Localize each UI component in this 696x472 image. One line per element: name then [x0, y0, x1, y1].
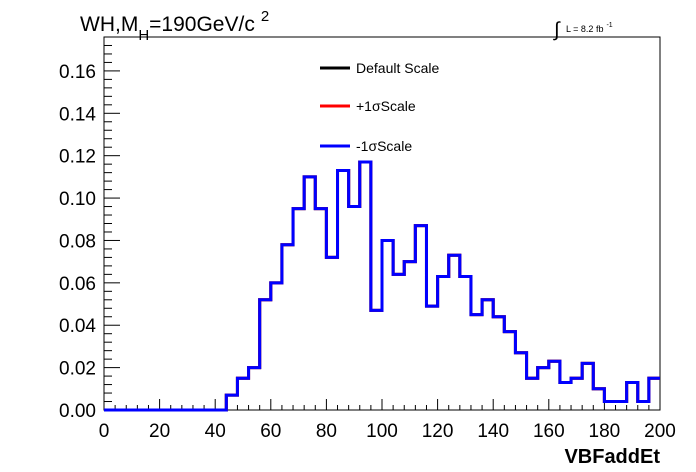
legend-label: Default Scale	[356, 60, 439, 76]
x-tick-label: 200	[644, 421, 676, 442]
y-tick-label: 0.14	[59, 104, 96, 125]
luminosity-superscript: -1	[606, 22, 612, 29]
x-axis-label: VBFaddEt	[564, 446, 660, 468]
chart-title: WH,MH=190GeV/c 2	[80, 8, 269, 44]
y-tick-label: 0.00	[59, 401, 96, 422]
chart-title-superscript: 2	[261, 8, 269, 25]
x-tick-label: 60	[260, 421, 281, 442]
x-axis: 0 20 40 60 80 100 120 140 160 180 200	[99, 399, 676, 442]
y-tick-label: 0.02	[59, 359, 96, 380]
integral-sign: ∫	[553, 19, 561, 41]
histogram-series-line	[104, 160, 660, 412]
luminosity-text: L = 8.2 fb	[566, 24, 603, 34]
y-tick-label: 0.16	[59, 62, 96, 83]
y-tick-label: 0.10	[59, 189, 96, 210]
x-tick-label: 160	[533, 421, 565, 442]
legend: Default Scale +1σScale -1σScale	[320, 60, 439, 154]
y-axis: 0.00 0.02 0.04 0.06 0.08 0.10 0.12 0.14 0.16	[59, 36, 120, 422]
chart-title-subscript: H	[138, 27, 149, 44]
legend-label: -1σScale	[356, 138, 412, 154]
x-tick-label: 20	[149, 421, 170, 442]
x-tick-label: 180	[589, 421, 621, 442]
x-tick-label: 140	[477, 421, 509, 442]
luminosity-label: L = 8.2 fb -1	[566, 22, 613, 34]
y-tick-label: 0.08	[59, 231, 96, 252]
x-tick-label: 80	[316, 421, 337, 442]
plot-frame	[103, 36, 661, 411]
chart-title-equation: =190GeV/c	[149, 13, 255, 36]
x-tick-label: 40	[205, 421, 226, 442]
legend-label: +1σScale	[356, 98, 416, 114]
y-tick-label: 0.06	[59, 274, 96, 295]
series-layer	[104, 160, 660, 412]
y-tick-label: 0.12	[59, 147, 96, 168]
x-tick-label: 120	[422, 421, 454, 442]
x-tick-label: 0	[99, 421, 110, 442]
x-tick-label: 100	[366, 421, 398, 442]
chart-title-base: WH,M	[80, 13, 138, 36]
y-tick-label: 0.04	[59, 316, 96, 337]
